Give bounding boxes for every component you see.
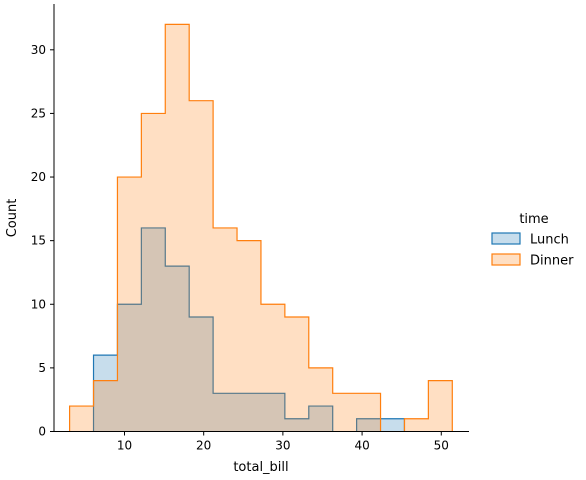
y-tick-label: 0 xyxy=(38,425,46,439)
y-tick-label: 25 xyxy=(31,106,46,120)
series-area-lunch xyxy=(93,227,333,432)
legend-swatch-lunch xyxy=(491,232,521,245)
y-ticks: 0 5 10 15 20 25 30 xyxy=(31,43,54,439)
legend-swatch-dinner xyxy=(491,253,521,266)
series-outline-dinner xyxy=(403,380,453,432)
legend-item-lunch: Lunch xyxy=(491,232,569,248)
x-tick-label: 10 xyxy=(117,439,132,453)
x-tick-label: 40 xyxy=(354,439,369,453)
y-axis-label: Count xyxy=(5,199,20,238)
legend-label-dinner: Dinner xyxy=(530,254,574,269)
x-ticks: 10 20 30 40 50 xyxy=(117,431,449,453)
x-tick-label: 30 xyxy=(275,439,290,453)
x-axis-label: total_bill xyxy=(233,460,288,475)
y-tick-label: 10 xyxy=(31,297,46,311)
axes xyxy=(53,4,469,432)
y-tick-label: 30 xyxy=(31,43,46,57)
series-outline-dinner xyxy=(69,23,382,432)
series-outline-lunch xyxy=(92,227,334,432)
x-tick-label: 50 xyxy=(434,439,449,453)
legend: time Lunch Dinner xyxy=(491,212,574,269)
series-dinner xyxy=(69,23,453,432)
legend-label-lunch: Lunch xyxy=(530,233,569,248)
legend-item-dinner: Dinner xyxy=(491,253,574,269)
y-tick-label: 15 xyxy=(31,234,46,248)
y-tick-label: 5 xyxy=(38,361,46,375)
legend-title: time xyxy=(519,212,548,227)
x-tick-label: 20 xyxy=(196,439,211,453)
plot-area xyxy=(69,23,453,432)
y-tick-label: 20 xyxy=(31,170,46,184)
